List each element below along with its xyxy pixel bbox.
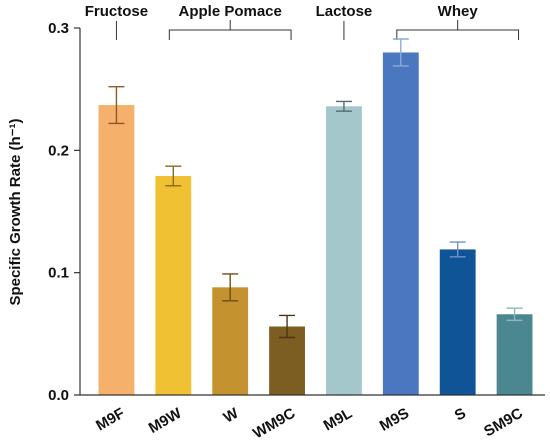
group-lactose: Lactose [312, 2, 376, 40]
error-bar-s [449, 241, 466, 258]
x-tick-label-w: W [221, 404, 242, 426]
y-tick-labels: 0.0 0.1 0.2 0.3 [48, 20, 80, 404]
error-bar-m9l [335, 100, 352, 112]
group-label: Lactose [316, 3, 373, 20]
x-tick-label-m9l: M9L [321, 405, 355, 435]
bar-m9w [155, 176, 192, 395]
y-tick-label: 0.0 [48, 387, 69, 404]
x-tick-label-s: S [452, 405, 469, 425]
group-label: Whey [438, 3, 479, 20]
error-bars [108, 38, 523, 339]
x-tick-label-m9f: M9F [93, 405, 127, 435]
error-bar-m9s [392, 38, 409, 67]
x-tick-labels: M9F M9W W WM9C M9L M9S S SM9C [93, 404, 526, 442]
group-label: Fructose [85, 3, 148, 20]
bar-m9f [98, 105, 135, 395]
error-bar-sm9c [506, 307, 523, 322]
axes [79, 28, 545, 396]
x-tick-label-wm9c: WM9C [250, 405, 298, 443]
bar-m9l [326, 106, 362, 395]
bar-sm9c [496, 314, 533, 395]
group-fructose: Fructose [81, 2, 152, 40]
group-apple-pomace: Apple Pomace [168, 2, 292, 40]
y-axis-label: Specific Growth Rate (h⁻¹) [7, 118, 24, 305]
bar-m9s [382, 52, 419, 395]
bars [98, 52, 533, 395]
error-bar-wm9c [279, 314, 296, 339]
group-whey: Whey [396, 2, 520, 40]
x-tick-label-m9w: M9W [146, 404, 186, 437]
group-labels: Fructose Apple Pomace Lactose Whey [81, 2, 520, 40]
group-label: Apple Pomace [179, 3, 282, 20]
x-tick-label-m9s: M9S [377, 405, 412, 435]
error-bar-w [222, 273, 239, 302]
y-tick-label: 0.3 [48, 20, 69, 37]
error-bar-m9f [108, 86, 125, 125]
error-bar-m9w [165, 165, 182, 187]
y-tick-label: 0.2 [48, 142, 69, 159]
bar-s [439, 249, 476, 395]
x-tick-label-sm9c: SM9C [481, 405, 526, 441]
y-tick-label: 0.1 [48, 265, 69, 282]
bar-w [212, 287, 249, 395]
